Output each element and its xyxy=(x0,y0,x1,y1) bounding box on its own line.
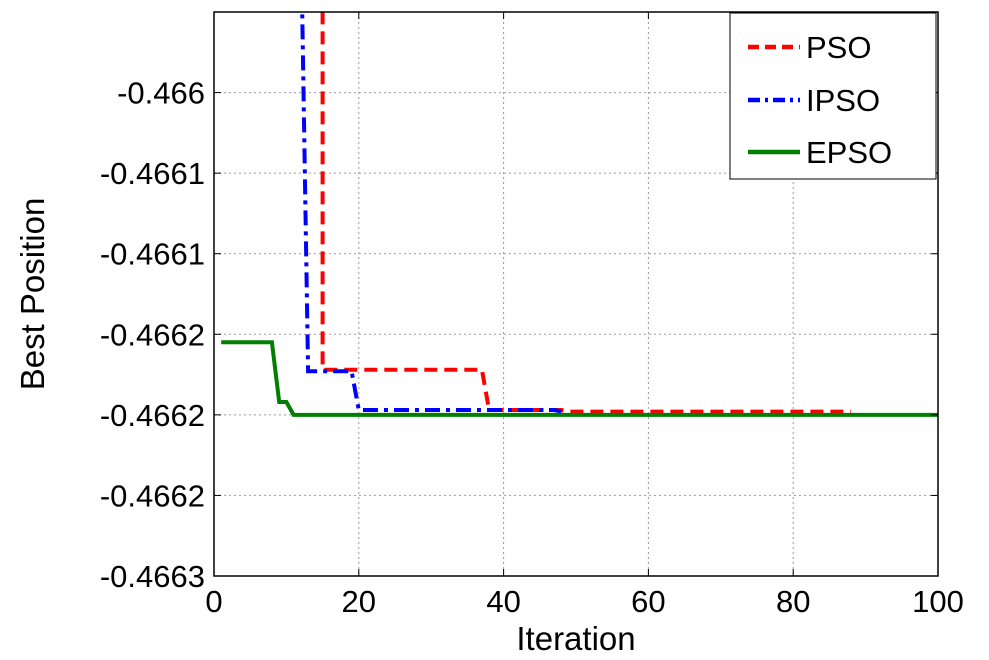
y-tick-label: -0.4662 xyxy=(100,398,205,433)
y-tick-label: -0.4661 xyxy=(100,237,205,272)
plot-frame xyxy=(213,11,939,577)
x-tick-label: 0 xyxy=(205,584,222,619)
x-tick-label: 100 xyxy=(912,584,964,619)
y-tick-label: -0.4663 xyxy=(100,559,205,594)
legend-label-ipso: IPSO xyxy=(806,83,880,118)
y-tick-label: -0.4662 xyxy=(100,317,205,352)
y-tick-label: -0.466 xyxy=(117,76,205,111)
legend: PSO IPSO EPSO xyxy=(729,12,937,180)
axis-ticks: 0 20 40 60 80 100 -0.466 -0.4661 -0.4661 -0.4662 -… xyxy=(100,12,964,619)
series-lines xyxy=(221,12,938,417)
legend-label-pso: PSO xyxy=(806,30,871,65)
x-axis-title: Iteration xyxy=(516,620,635,657)
x-tick-label: 20 xyxy=(342,584,376,619)
series-line-epso xyxy=(221,340,938,417)
y-tick-label: -0.4661 xyxy=(100,156,205,191)
x-tick-label: 40 xyxy=(486,584,520,619)
legend-label-epso: EPSO xyxy=(806,135,892,170)
x-tick-label: 80 xyxy=(776,584,810,619)
y-tick-label: -0.4662 xyxy=(100,478,205,513)
series-line-ipso xyxy=(300,12,562,414)
x-tick-label: 60 xyxy=(631,584,665,619)
y-axis-title: Best Position xyxy=(14,198,51,391)
grid xyxy=(214,12,938,576)
